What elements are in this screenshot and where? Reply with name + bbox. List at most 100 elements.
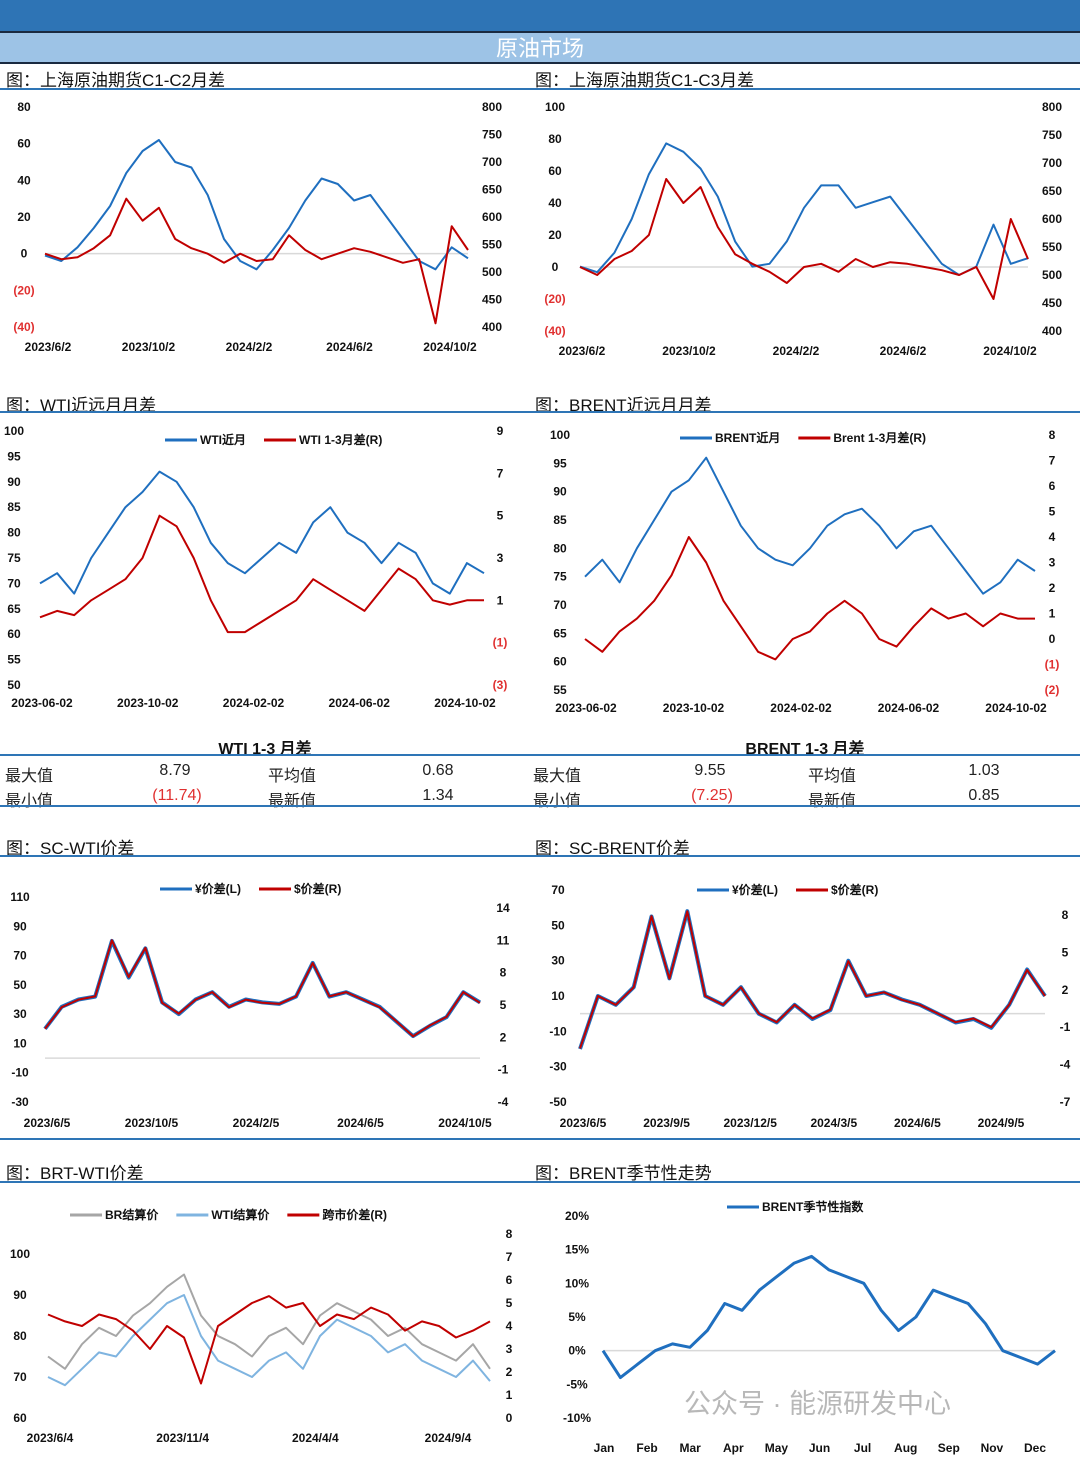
left-axis-tick: 100 bbox=[4, 424, 24, 438]
left-axis-tick: -50 bbox=[549, 1095, 567, 1109]
left-axis-tick: (20) bbox=[13, 283, 34, 297]
x-axis-tick: Dec bbox=[1024, 1441, 1046, 1455]
x-axis-tick: 2023-06-02 bbox=[555, 701, 617, 715]
series-line-1 bbox=[47, 1273, 491, 1370]
left-axis-tick: 0% bbox=[568, 1344, 586, 1358]
x-axis-tick: Apr bbox=[723, 1441, 744, 1455]
chart-title-sc-wti: 图：SC-WTI价差 bbox=[6, 839, 135, 858]
x-axis-tick: Aug bbox=[894, 1441, 917, 1455]
right-axis-tick: 600 bbox=[482, 210, 502, 224]
right-axis-tick: 2 bbox=[506, 1365, 513, 1379]
right-axis-tick: (1) bbox=[493, 636, 508, 650]
chart-4: 100959085807570656055876543210(1)(2)2023… bbox=[550, 428, 1059, 715]
left-axis-tick: 80 bbox=[17, 100, 31, 114]
wti-min-value: (11.74) bbox=[152, 787, 202, 804]
series-line-1 bbox=[578, 909, 1047, 1050]
right-axis-tick: 8 bbox=[1049, 428, 1056, 442]
left-axis-tick: 10% bbox=[565, 1276, 589, 1290]
x-axis-tick: 2023/6/4 bbox=[27, 1431, 74, 1445]
wti-stats-title: WTI 1-3 月差 bbox=[218, 741, 312, 758]
right-axis-tick: (2) bbox=[1045, 683, 1060, 697]
series-line-1 bbox=[39, 470, 485, 595]
right-axis-tick: 6 bbox=[1049, 479, 1056, 493]
x-axis-tick: Feb bbox=[636, 1441, 657, 1455]
right-axis-tick: (1) bbox=[1045, 658, 1060, 672]
x-axis-tick: 2023/10/2 bbox=[122, 340, 176, 354]
left-axis-tick: 20% bbox=[565, 1209, 589, 1223]
x-axis-tick: 2024/10/2 bbox=[983, 344, 1037, 358]
right-axis-tick: 8 bbox=[500, 966, 507, 980]
right-axis-tick: 7 bbox=[497, 466, 504, 480]
right-axis-tick: 1 bbox=[506, 1388, 513, 1402]
chart-title-sc-brent: 图：SC-BRENT价差 bbox=[535, 839, 690, 858]
right-axis-tick: (3) bbox=[493, 678, 508, 692]
right-axis-tick: 500 bbox=[1042, 268, 1062, 282]
series-line-1 bbox=[44, 139, 469, 271]
series-line-3 bbox=[47, 1295, 491, 1385]
left-axis-tick: 65 bbox=[7, 602, 21, 616]
right-axis-tick: 8 bbox=[506, 1227, 513, 1241]
chart-title-brt-wti: 图：BRT-WTI价差 bbox=[6, 1164, 144, 1183]
divider bbox=[0, 1181, 1080, 1183]
left-axis-tick: 10 bbox=[13, 1036, 27, 1050]
x-axis-tick: 2024/4/4 bbox=[292, 1431, 339, 1445]
brent-max-value: 9.55 bbox=[694, 762, 726, 779]
right-axis-tick: 9 bbox=[497, 424, 504, 438]
legend-label: WTI结算价 bbox=[211, 1207, 270, 1222]
left-axis-tick: 75 bbox=[553, 570, 567, 584]
x-axis-tick: 2024/6/2 bbox=[326, 340, 373, 354]
left-axis-tick: (20) bbox=[544, 292, 565, 306]
legend-label: 跨市价差(R) bbox=[322, 1207, 387, 1222]
chart-8: 20% 15% 10% 5% 0% -5% -10% Jan Feb Mar Apr May Jun Ju… bbox=[563, 1199, 1056, 1455]
right-axis-tick: 750 bbox=[482, 128, 502, 142]
left-axis-tick: 50 bbox=[551, 918, 565, 932]
divider bbox=[0, 411, 1080, 413]
x-axis-tick: 2023/9/5 bbox=[643, 1116, 690, 1130]
chart-7: 100 90 80 70 60 8 7 6 5 4 3 2 1 0 2023/6/4 2023/11/4 202… bbox=[10, 1207, 513, 1445]
x-axis-tick: Jul bbox=[854, 1441, 871, 1455]
x-axis-tick: 2024/10/5 bbox=[438, 1116, 492, 1130]
x-axis-tick: 2023-06-02 bbox=[11, 696, 73, 710]
series-line-2 bbox=[47, 1294, 491, 1387]
right-axis-tick: 400 bbox=[1042, 324, 1062, 338]
right-axis-tick: 7 bbox=[506, 1250, 513, 1264]
right-axis-tick: 800 bbox=[482, 100, 502, 114]
left-axis-tick: 80 bbox=[548, 132, 562, 146]
left-axis-tick: 110 bbox=[10, 890, 30, 904]
left-axis-tick: 95 bbox=[7, 449, 21, 463]
right-axis-tick: 400 bbox=[482, 320, 502, 334]
legend-label: ¥价差(L) bbox=[732, 882, 778, 897]
section-header: 原油市场 bbox=[0, 33, 1080, 64]
left-axis-tick: 80 bbox=[553, 541, 567, 555]
right-axis-tick: 650 bbox=[482, 183, 502, 197]
left-axis-tick: 50 bbox=[7, 678, 21, 692]
wti-latest-value: 1.34 bbox=[422, 787, 454, 804]
left-axis-tick: 0 bbox=[21, 247, 28, 261]
right-axis-tick: 5 bbox=[506, 1296, 513, 1310]
x-axis-tick: 2024-06-02 bbox=[329, 696, 391, 710]
left-axis-tick: 85 bbox=[7, 500, 21, 514]
chart-3: 1009590858075706560555097531(1)(3)2023-0… bbox=[4, 424, 507, 710]
x-axis-tick: 2024-10-02 bbox=[985, 701, 1047, 715]
left-axis-tick: 60 bbox=[7, 627, 21, 641]
divider bbox=[0, 88, 1080, 90]
x-axis-tick: 2024/9/4 bbox=[425, 1431, 472, 1445]
left-axis-tick: -30 bbox=[549, 1060, 567, 1074]
x-axis-tick: Jan bbox=[594, 1441, 615, 1455]
series-line-1 bbox=[601, 1254, 1056, 1380]
watermark: 公众号 · 能源研发中心 bbox=[684, 1389, 951, 1419]
wti-max-value: 8.79 bbox=[159, 762, 191, 779]
left-axis-tick: 55 bbox=[7, 653, 21, 667]
legend-label: $价差(R) bbox=[831, 882, 878, 897]
brent-avg-value: 1.03 bbox=[968, 762, 1000, 779]
left-axis-tick: 100 bbox=[550, 428, 570, 442]
left-axis-tick: 90 bbox=[553, 485, 567, 499]
x-axis-tick: 2023-10-02 bbox=[117, 696, 179, 710]
right-axis-tick: 1 bbox=[1049, 607, 1056, 621]
right-axis-tick: 700 bbox=[482, 155, 502, 169]
legend-label: BRENT近月 bbox=[715, 430, 780, 445]
series-line-1 bbox=[579, 142, 1029, 276]
series-line-2 bbox=[579, 178, 1029, 300]
x-axis-tick: 2023/10/5 bbox=[125, 1116, 179, 1130]
